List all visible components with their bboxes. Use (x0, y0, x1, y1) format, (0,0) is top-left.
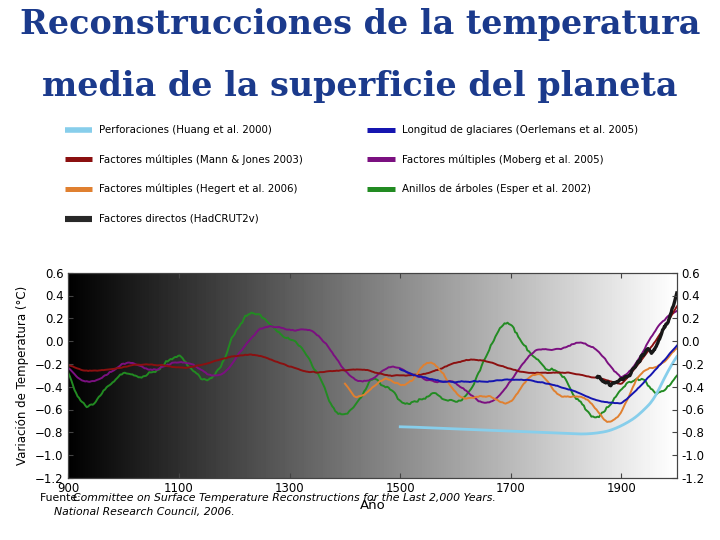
Text: Factores directos (HadCRUT2v): Factores directos (HadCRUT2v) (99, 214, 259, 224)
Text: Factores múltiples (Hegert et al. 2006): Factores múltiples (Hegert et al. 2006) (99, 184, 298, 194)
Text: National Research Council, 2006.: National Research Council, 2006. (40, 507, 234, 517)
Text: Perforaciones (Huang et al. 2000): Perforaciones (Huang et al. 2000) (99, 125, 272, 134)
Text: Factores múltiples (Mann & Jones 2003): Factores múltiples (Mann & Jones 2003) (99, 154, 303, 165)
Text: media de la superficie del planeta: media de la superficie del planeta (42, 70, 678, 103)
Text: Fuente:: Fuente: (40, 493, 84, 503)
Text: Anillos de árboles (Esper et al. 2002): Anillos de árboles (Esper et al. 2002) (402, 184, 590, 194)
Text: Longitud de glaciares (Oerlemans et al. 2005): Longitud de glaciares (Oerlemans et al. … (402, 125, 638, 134)
Text: Committee on Surface Temperature Reconstructions for the Last 2,000 Years.: Committee on Surface Temperature Reconst… (73, 493, 496, 503)
Text: Factores múltiples (Moberg et al. 2005): Factores múltiples (Moberg et al. 2005) (402, 154, 603, 165)
X-axis label: Año: Año (360, 500, 385, 512)
Text: Reconstrucciones de la temperatura: Reconstrucciones de la temperatura (20, 8, 700, 41)
Y-axis label: Variación de Temperatura (°C): Variación de Temperatura (°C) (17, 286, 30, 465)
